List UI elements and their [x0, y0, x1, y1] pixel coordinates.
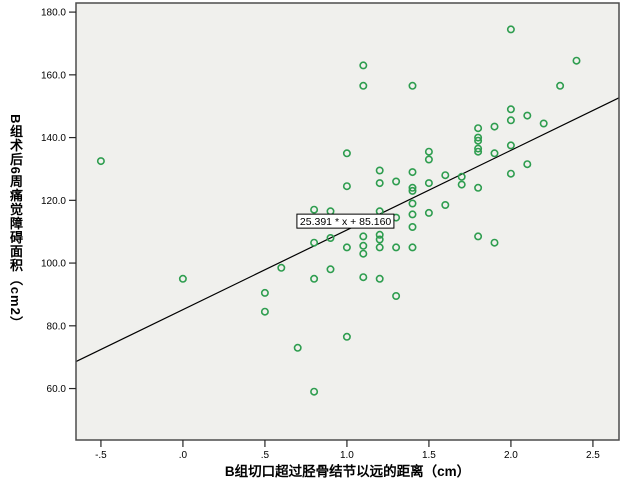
data-point — [424, 179, 433, 188]
y-tick-label: 180.0 — [41, 8, 66, 19]
data-point — [359, 61, 368, 70]
x-axis-title: B组切口超过胫骨结节以远的距离（cm） — [224, 464, 471, 479]
data-point — [424, 208, 433, 217]
data-point — [490, 122, 499, 131]
data-point — [424, 155, 433, 164]
data-point — [441, 201, 450, 210]
y-tick-label: 160.0 — [41, 70, 66, 81]
data-point — [506, 105, 515, 114]
x-tick-label: 2.0 — [504, 450, 518, 461]
data-point — [359, 81, 368, 90]
data-point — [474, 232, 483, 241]
data-point — [375, 243, 384, 252]
data-point — [392, 177, 401, 186]
data-point — [474, 144, 483, 153]
data-point — [310, 274, 319, 283]
data-point — [375, 230, 384, 239]
data-point — [310, 387, 319, 396]
data-point — [342, 182, 351, 191]
data-point — [474, 136, 483, 145]
data-point — [408, 168, 417, 177]
data-point — [441, 171, 450, 180]
data-point — [474, 147, 483, 156]
data-point — [474, 124, 483, 133]
data-point — [506, 116, 515, 125]
data-point — [96, 157, 105, 166]
data-point — [506, 169, 515, 178]
data-point — [326, 234, 335, 243]
data-point — [375, 166, 384, 175]
y-tick-label: 100.0 — [41, 259, 66, 270]
data-point — [342, 243, 351, 252]
x-tick-label: -.5 — [95, 450, 107, 461]
data-point — [293, 343, 302, 352]
x-tick-label: 1.0 — [340, 450, 354, 461]
data-point — [310, 238, 319, 247]
data-point — [277, 263, 286, 272]
data-point — [408, 223, 417, 232]
data-point — [392, 291, 401, 300]
fit-line — [75, 97, 620, 363]
data-point — [474, 183, 483, 192]
data-point — [342, 149, 351, 158]
data-point — [359, 249, 368, 258]
data-point — [359, 273, 368, 282]
data-point — [408, 199, 417, 208]
x-tick-label: 1.5 — [422, 450, 436, 461]
data-point — [326, 265, 335, 274]
data-point — [506, 141, 515, 150]
data-point — [375, 235, 384, 244]
data-point — [408, 186, 417, 195]
data-point — [375, 274, 384, 283]
data-point — [310, 205, 319, 214]
data-point — [359, 232, 368, 241]
data-point — [408, 183, 417, 192]
x-tick-label: .0 — [179, 450, 188, 461]
data-point — [375, 179, 384, 188]
y-tick-label: 80.0 — [47, 321, 67, 332]
data-point — [408, 210, 417, 219]
data-point — [342, 332, 351, 341]
data-point — [490, 149, 499, 158]
data-point — [408, 81, 417, 90]
data-point — [424, 147, 433, 156]
data-point — [457, 172, 466, 181]
data-point — [359, 241, 368, 250]
y-tick-label: 140.0 — [41, 133, 66, 144]
annotation-label: 25.391 * x + 85.160 — [300, 216, 392, 228]
data-point — [392, 243, 401, 252]
data-point — [506, 25, 515, 34]
data-point — [457, 180, 466, 189]
x-tick-label: .5 — [261, 450, 270, 461]
data-point — [474, 133, 483, 142]
data-point — [260, 307, 269, 316]
data-point — [408, 243, 417, 252]
data-point — [260, 288, 269, 297]
data-point — [572, 56, 581, 65]
data-point — [539, 119, 548, 128]
y-tick-label: 60.0 — [47, 384, 67, 395]
data-point — [523, 160, 532, 169]
x-tick-label: 2.5 — [586, 450, 600, 461]
data-point — [523, 111, 532, 120]
data-point — [490, 238, 499, 247]
data-point — [178, 274, 187, 283]
data-point — [556, 81, 565, 90]
y-axis-title: B组术后6周痛觉障碍面积（cm2） — [8, 114, 23, 330]
annotation-box — [296, 213, 395, 229]
y-tick-label: 120.0 — [41, 196, 66, 207]
